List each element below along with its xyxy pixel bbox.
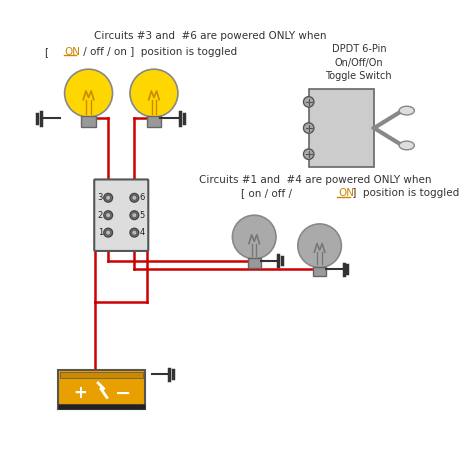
Text: 5: 5 [139, 211, 145, 220]
Ellipse shape [399, 106, 414, 115]
Circle shape [64, 69, 112, 117]
Text: [: [ [45, 47, 55, 57]
Bar [60, 372, 143, 378]
Circle shape [130, 69, 178, 117]
Text: / off / on ]  position is toggled: / off / on ] position is toggled [80, 47, 237, 57]
Bar [58, 404, 145, 409]
Text: 4: 4 [139, 228, 145, 237]
Ellipse shape [399, 141, 414, 150]
Circle shape [303, 97, 314, 107]
Circle shape [106, 195, 111, 201]
Text: ON: ON [338, 188, 354, 199]
Bar [313, 267, 326, 276]
Circle shape [132, 213, 137, 218]
Circle shape [303, 149, 314, 159]
Text: +: + [73, 384, 87, 402]
Text: 2: 2 [98, 211, 103, 220]
Text: −: − [115, 384, 132, 403]
Circle shape [104, 228, 112, 237]
Circle shape [104, 211, 112, 219]
Circle shape [303, 123, 314, 133]
Text: ]  position is toggled: ] position is toggled [349, 188, 459, 199]
Circle shape [130, 193, 139, 202]
Circle shape [132, 195, 137, 201]
Text: 6: 6 [139, 193, 145, 202]
Bar [309, 89, 374, 167]
FancyBboxPatch shape [94, 180, 148, 251]
Text: Circuits #1 and  #4 are powered ONLY when: Circuits #1 and #4 are powered ONLY when [199, 175, 431, 185]
Circle shape [104, 193, 112, 202]
Bar [82, 116, 96, 127]
Circle shape [232, 215, 276, 259]
Circle shape [106, 230, 111, 235]
Bar [147, 116, 161, 127]
Circle shape [132, 230, 137, 235]
Bar [247, 258, 261, 268]
Circle shape [106, 213, 111, 218]
Text: 3: 3 [98, 193, 103, 202]
Circle shape [130, 211, 139, 219]
Text: DPDT 6-Pin
On/Off/On
Toggle Switch: DPDT 6-Pin On/Off/On Toggle Switch [326, 45, 392, 81]
Text: Circuits #3 and  #6 are powered ONLY when: Circuits #3 and #6 are powered ONLY when [94, 31, 327, 42]
Circle shape [130, 228, 139, 237]
Circle shape [298, 224, 341, 267]
Text: [ on / off /: [ on / off / [241, 188, 295, 199]
Bar [58, 370, 145, 409]
Text: 1: 1 [98, 228, 103, 237]
Text: ON: ON [64, 47, 81, 57]
